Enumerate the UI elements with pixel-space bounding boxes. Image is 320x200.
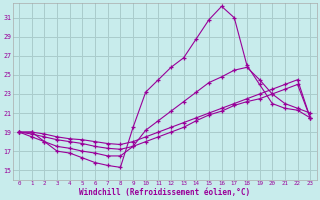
X-axis label: Windchill (Refroidissement éolien,°C): Windchill (Refroidissement éolien,°C)	[79, 188, 250, 197]
